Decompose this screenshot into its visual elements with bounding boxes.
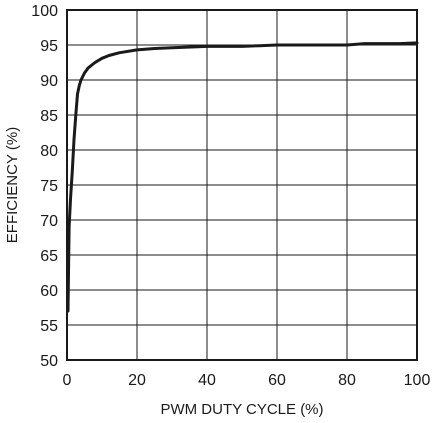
x-tick-label: 60: [268, 372, 286, 389]
x-tick-label: 100: [404, 372, 431, 389]
y-tick-label: 70: [40, 213, 58, 230]
y-tick-label: 50: [40, 353, 58, 370]
plot-frame: [66, 9, 418, 361]
series-group: [66, 41, 419, 313]
y-tick-label: 75: [40, 178, 58, 195]
y-tick-label: 80: [40, 143, 58, 160]
x-axis-title: PWM DUTY CYCLE (%): [160, 401, 323, 418]
x-tick-label: 20: [128, 372, 146, 389]
grid: [67, 10, 417, 360]
x-tick-label: 40: [198, 372, 216, 389]
y-tick-label: 60: [40, 283, 58, 300]
x-tick-label: 0: [63, 372, 72, 389]
y-tick-label: 85: [40, 108, 58, 125]
y-tick-label: 90: [40, 73, 58, 90]
x-tick-labels: 0 20 40 60 80 100: [63, 372, 431, 389]
y-tick-label: 95: [40, 38, 58, 55]
y-tick-label: 65: [40, 248, 58, 265]
y-tick-label: 55: [40, 318, 58, 335]
y-axis-title: EFFICIENCY (%): [4, 127, 21, 243]
y-tick-label: 100: [31, 3, 58, 20]
y-tick-labels: 50 55 60 65 70 75 80 85 90 95 100: [31, 3, 58, 370]
efficiency-curve: [66, 41, 419, 313]
x-tick-label: 80: [338, 372, 356, 389]
